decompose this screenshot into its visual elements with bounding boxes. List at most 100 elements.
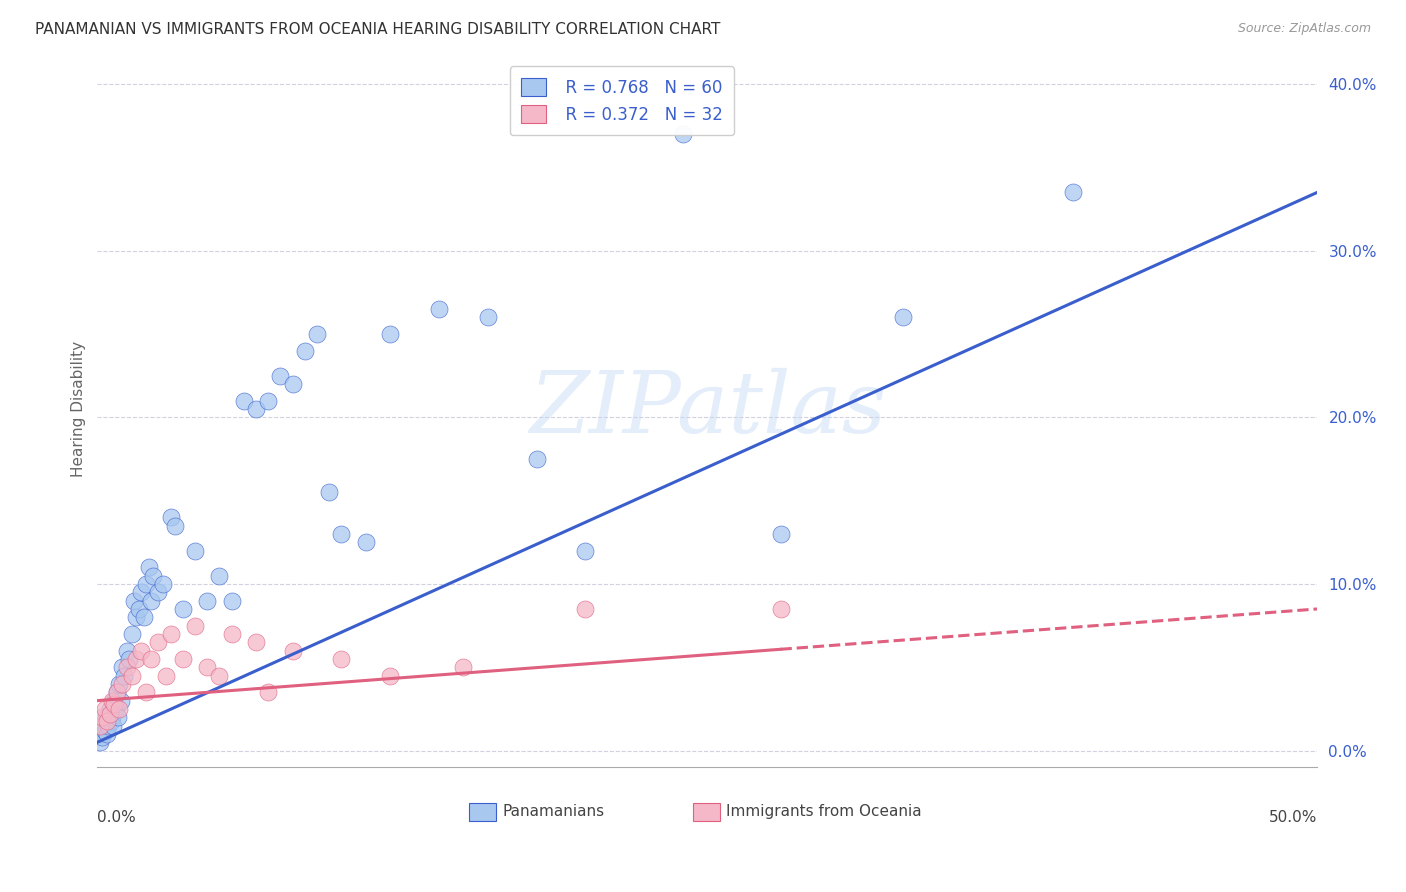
Point xyxy=(122,593,145,607)
Point xyxy=(94,710,117,724)
Point xyxy=(574,543,596,558)
Point xyxy=(281,643,304,657)
Point xyxy=(139,593,162,607)
Point xyxy=(121,627,143,641)
Text: PANAMANIAN VS IMMIGRANTS FROM OCEANIA HEARING DISABILITY CORRELATION CHART: PANAMANIAN VS IMMIGRANTS FROM OCEANIA HE… xyxy=(35,22,720,37)
Point xyxy=(159,510,181,524)
Point xyxy=(453,660,475,674)
Point xyxy=(125,652,148,666)
Text: ZIPatlas: ZIPatlas xyxy=(529,368,886,450)
Point xyxy=(769,527,792,541)
Point xyxy=(98,706,121,721)
Point xyxy=(118,652,141,666)
Point xyxy=(159,627,181,641)
Point xyxy=(378,668,401,682)
Point xyxy=(93,718,115,732)
Point xyxy=(257,685,280,699)
Point xyxy=(257,393,280,408)
Point xyxy=(91,710,114,724)
Point xyxy=(172,652,194,666)
Text: 50.0%: 50.0% xyxy=(1270,810,1317,825)
Point xyxy=(103,693,125,707)
Point xyxy=(477,310,499,325)
Point xyxy=(294,343,316,358)
Point xyxy=(104,702,127,716)
Point xyxy=(115,660,138,674)
Point xyxy=(89,735,111,749)
Point xyxy=(108,677,131,691)
Point xyxy=(195,660,218,674)
Point xyxy=(232,393,254,408)
Point xyxy=(269,368,291,383)
Point xyxy=(128,602,150,616)
Point xyxy=(103,718,125,732)
Point xyxy=(125,610,148,624)
Point xyxy=(93,702,115,716)
Point xyxy=(281,376,304,391)
Point xyxy=(195,593,218,607)
Point xyxy=(100,714,122,728)
Point xyxy=(574,602,596,616)
Point xyxy=(1062,186,1084,200)
Point xyxy=(121,668,143,682)
Point xyxy=(305,326,328,341)
Point xyxy=(135,577,157,591)
Point xyxy=(330,652,353,666)
Point xyxy=(165,518,187,533)
Point xyxy=(769,602,792,616)
Point xyxy=(107,710,129,724)
Point xyxy=(148,635,170,649)
Point xyxy=(135,685,157,699)
Legend:   R = 0.768   N = 60,   R = 0.372   N = 32: R = 0.768 N = 60, R = 0.372 N = 32 xyxy=(509,66,734,136)
Point xyxy=(172,602,194,616)
Point xyxy=(111,677,134,691)
FancyBboxPatch shape xyxy=(693,803,720,821)
Point xyxy=(96,714,118,728)
Text: Immigrants from Oceania: Immigrants from Oceania xyxy=(725,805,921,819)
Point xyxy=(129,585,152,599)
Point xyxy=(142,568,165,582)
Point xyxy=(103,697,125,711)
Point xyxy=(245,401,267,416)
Point xyxy=(110,693,132,707)
Point xyxy=(672,127,695,141)
Point xyxy=(152,577,174,591)
Point xyxy=(111,660,134,674)
Point xyxy=(101,693,124,707)
Point xyxy=(148,585,170,599)
Text: 0.0%: 0.0% xyxy=(97,810,136,825)
Point xyxy=(97,718,120,732)
Point xyxy=(354,535,377,549)
Point xyxy=(129,643,152,657)
Point xyxy=(891,310,914,325)
Text: Source: ZipAtlas.com: Source: ZipAtlas.com xyxy=(1237,22,1371,36)
Point xyxy=(105,685,128,699)
Point xyxy=(245,635,267,649)
FancyBboxPatch shape xyxy=(470,803,496,821)
Point xyxy=(91,731,114,745)
Point xyxy=(155,668,177,682)
Point xyxy=(184,618,207,632)
Point xyxy=(98,702,121,716)
Point xyxy=(208,568,231,582)
Point xyxy=(132,610,155,624)
Point xyxy=(90,727,112,741)
Point xyxy=(330,527,353,541)
Point xyxy=(427,301,450,316)
Point xyxy=(221,593,243,607)
Point xyxy=(112,668,135,682)
Point xyxy=(96,727,118,741)
Point xyxy=(89,718,111,732)
Point xyxy=(139,652,162,666)
Point xyxy=(221,627,243,641)
Point xyxy=(378,326,401,341)
Point xyxy=(115,643,138,657)
Point xyxy=(108,702,131,716)
Point xyxy=(526,452,548,467)
Point xyxy=(105,685,128,699)
Point xyxy=(208,668,231,682)
Y-axis label: Hearing Disability: Hearing Disability xyxy=(72,341,86,477)
Point xyxy=(101,710,124,724)
Point xyxy=(93,723,115,738)
Point xyxy=(138,560,160,574)
